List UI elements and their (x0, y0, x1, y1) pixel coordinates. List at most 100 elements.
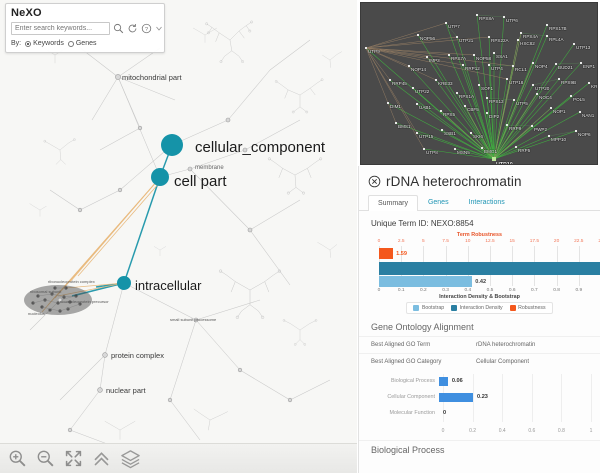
network-label-pwp2[interactable]: PWP2 (534, 127, 548, 132)
layers-icon[interactable] (120, 448, 141, 469)
network-node-emg1[interactable] (480, 146, 484, 150)
tree-node-membrane-label[interactable]: membrane (195, 165, 224, 171)
network-label-utp4[interactable]: UTP4 (491, 66, 503, 71)
network-label-utp15[interactable]: UTP15 (419, 134, 434, 139)
network-label-kri1[interactable]: KRI1 (591, 84, 598, 89)
tree-node-ribosomal-subunit-label[interactable]: ribosomal subunit (30, 289, 62, 294)
legend-item-bootstrap[interactable]: Bootstrap (413, 305, 444, 311)
network-node-nop58[interactable] (472, 53, 476, 57)
zoom-out-icon[interactable] (36, 449, 55, 468)
network-node-bud21[interactable] (554, 62, 558, 66)
network-node-nop1[interactable] (549, 106, 553, 110)
network-label-utp6[interactable]: UTP6 (506, 18, 518, 23)
bar-robustness[interactable] (379, 248, 394, 259)
ontology-tree-panel[interactable]: cellular_component cell part intracellul… (0, 0, 357, 473)
network-node-kre33[interactable] (434, 78, 438, 82)
term-detail-panel[interactable]: rDNA heterochromatin Summary Genes Inter… (358, 166, 600, 473)
network-label-dip2[interactable]: DIP2 (489, 114, 500, 119)
network-node-rrp45[interactable] (388, 78, 392, 82)
network-node-cbf5[interactable] (463, 104, 467, 108)
network-label-kre33[interactable]: KRE33 (438, 81, 453, 86)
network-node-uab1[interactable] (415, 102, 419, 106)
network-label-noc4[interactable]: NOC4 (539, 95, 552, 100)
go-bar-cellular-component[interactable] (439, 392, 474, 402)
network-node-utp13[interactable] (572, 42, 576, 46)
network-label-rrp5[interactable]: RRP5 (518, 148, 531, 153)
network-label-ski6[interactable]: SKI6 (473, 134, 483, 139)
tab-interactions[interactable]: Interactions (468, 199, 505, 206)
network-node-noc4[interactable] (535, 92, 539, 96)
bar-bootstrap[interactable] (379, 276, 473, 287)
network-label-rcl1[interactable]: RCL1 (515, 67, 527, 72)
network-label-utp18[interactable]: UTP18 (509, 80, 524, 85)
network-label-mpp10[interactable]: MPP10 (551, 137, 567, 142)
radio-keywords[interactable]: Keywords (25, 40, 64, 47)
reset-icon[interactable] (127, 23, 138, 34)
tree-node-cell-part-label[interactable]: cell part (174, 173, 227, 190)
tree-node-intracellular-label[interactable]: intracellular (135, 278, 202, 293)
network-label-emg1[interactable]: EMG1 (484, 149, 498, 154)
tree-node-nuclear-part-label[interactable]: nuclear part (106, 386, 146, 395)
tree-node-mitochondrial-part-label[interactable]: mitochondrial part (122, 73, 182, 82)
network-label-nop58[interactable]: NOP58 (476, 56, 492, 61)
network-node-rrp12[interactable] (461, 63, 465, 67)
network-node-rps17b[interactable] (545, 23, 549, 27)
network-node-dip2[interactable] (485, 111, 489, 115)
network-node-utp7[interactable] (444, 21, 448, 25)
network-node-hsc82[interactable] (516, 38, 520, 42)
network-label-rps22a[interactable]: RPS22A (491, 38, 509, 43)
network-label-ssa1[interactable]: SSA1 (496, 54, 508, 59)
network-node-utp18[interactable] (505, 77, 509, 81)
network-node-rrp5[interactable] (514, 145, 518, 149)
network-label-rrp12[interactable]: RRP12 (465, 66, 480, 71)
network-label-nop14[interactable]: NOP14 (411, 67, 427, 72)
network-label-rrp9[interactable]: RRP9 (509, 126, 522, 131)
network-node-utp4[interactable] (487, 63, 491, 67)
network-label-uab1[interactable]: UAB1 (419, 105, 432, 110)
network-node-dim1[interactable] (386, 101, 390, 105)
network-node-ssa1[interactable] (492, 51, 496, 55)
network-node-nop6[interactable] (574, 129, 578, 133)
search-card[interactable]: NeXO ? By: (5, 3, 165, 53)
network-label-rps4a[interactable]: RPS4A (523, 34, 539, 39)
network-node-rps5[interactable] (439, 109, 443, 113)
network-label-nop6[interactable]: NOP6 (578, 132, 591, 137)
network-label-msn5[interactable]: MSN5 (457, 150, 470, 155)
network-node-rpl4a[interactable] (545, 34, 549, 38)
network-label-rps13[interactable]: RPS13 (489, 99, 504, 104)
tree-node-ribonucleoprotein-complex-label[interactable]: ribonucleoprotein complex (48, 279, 95, 284)
close-icon[interactable] (368, 175, 381, 188)
network-node-pwp2[interactable] (530, 124, 534, 128)
network-label-nan1[interactable]: NAN1 (582, 113, 595, 118)
network-label-enp1[interactable]: ENP1 (583, 64, 596, 69)
gene-interaction-network[interactable]: UTP9 NOP56 UTP7 RPS8A UTP6 RPS17B UTP21 RPS22A R… (360, 2, 598, 165)
tree-node-nucleolus-label[interactable]: nucleolus (28, 311, 45, 316)
network-label-hsc82[interactable]: HSC82 (520, 41, 535, 46)
fit-screen-icon[interactable] (64, 449, 83, 468)
network-node-kri1[interactable] (587, 81, 591, 85)
tab-summary[interactable]: Summary (368, 195, 418, 211)
network-label-utp10[interactable]: UTP10 (496, 162, 513, 165)
network-label-utp13[interactable]: UTP13 (576, 45, 591, 50)
go-bar-biological-process[interactable] (439, 376, 448, 386)
network-label-bms1[interactable]: BMS1 (398, 124, 411, 129)
network-label-utp9[interactable]: UTP9 (368, 49, 380, 54)
network-node-sof1[interactable] (477, 83, 481, 87)
network-label-imp3[interactable]: IMP3 (429, 58, 440, 63)
bar-interaction-density[interactable] (379, 262, 600, 275)
network-node-rrp9[interactable] (505, 123, 509, 127)
network-label-bud21[interactable]: BUD21 (558, 65, 573, 70)
network-node-utp21[interactable] (455, 35, 459, 39)
network-node-rcl1[interactable] (511, 64, 515, 68)
radio-genes[interactable]: Genes (67, 40, 96, 47)
tree-node-intracellular-dot[interactable] (117, 276, 131, 290)
network-node-pol5[interactable] (569, 94, 573, 98)
tree-node-cell-part-dot[interactable] (151, 168, 169, 186)
network-label-utp8[interactable]: UTP8 (426, 150, 438, 155)
network-label-rps8a[interactable]: RPS8A (479, 16, 495, 21)
radio-keywords-marker[interactable] (25, 40, 32, 47)
zoom-in-icon[interactable] (8, 449, 27, 468)
tree-node-ribonucleoprotein-precursor-label[interactable]: ribonucleoprotein precursor (60, 299, 109, 304)
network-node-nan1[interactable] (578, 110, 582, 114)
network-node-rps22a[interactable] (487, 35, 491, 39)
